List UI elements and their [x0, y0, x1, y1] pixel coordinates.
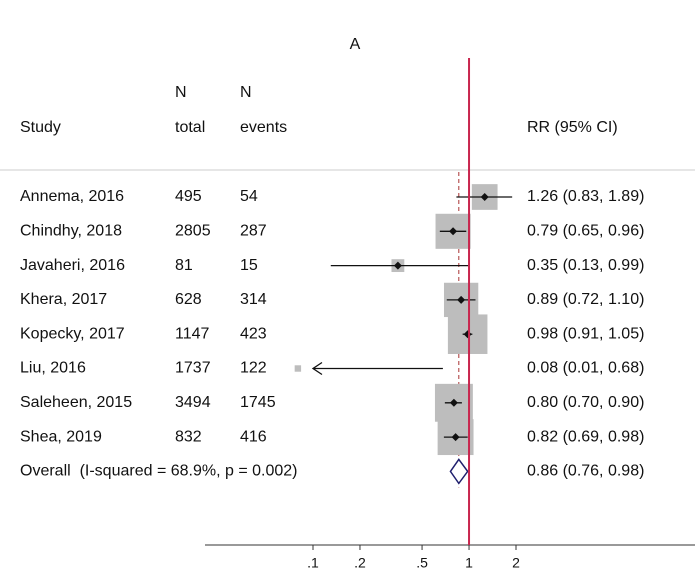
overall-diamond	[449, 458, 469, 485]
study-label: Liu, 2016	[20, 360, 86, 377]
column-header: Study	[20, 119, 61, 136]
study-label: Javaheri, 2016	[20, 257, 125, 274]
total-label: 2805	[175, 223, 211, 240]
x-tick-label: .1	[307, 555, 319, 571]
rr-label: 0.35 (0.13, 0.99)	[527, 257, 644, 274]
weight-box	[294, 365, 302, 372]
total-label: 495	[175, 188, 202, 205]
rr-label: 0.80 (0.70, 0.90)	[527, 394, 644, 411]
point-estimate	[451, 433, 460, 442]
overall-label: Overall (I-squared = 68.9%, p = 0.002)	[20, 463, 297, 480]
total-label: 832	[175, 428, 202, 445]
rr-label: 0.98 (0.91, 1.05)	[527, 325, 644, 342]
total-label: 81	[175, 257, 193, 274]
rr-label: 0.79 (0.65, 0.96)	[527, 223, 644, 240]
rr-label: 0.82 (0.69, 0.98)	[527, 428, 644, 445]
study-label: Annema, 2016	[20, 188, 124, 205]
x-tick-label: 1	[465, 555, 473, 571]
x-tick-label: 2	[512, 555, 520, 571]
ci-arrow	[311, 361, 323, 376]
events-label: 54	[240, 188, 258, 205]
rr-label: 0.08 (0.01, 0.68)	[527, 360, 644, 377]
point-estimate	[393, 261, 402, 270]
study-label: Shea, 2019	[20, 428, 102, 445]
events-label: 287	[240, 223, 267, 240]
study-label: Saleheen, 2015	[20, 394, 132, 411]
point-estimate	[449, 227, 458, 236]
column-header: events	[240, 119, 287, 136]
events-label: 1745	[240, 394, 276, 411]
study-label: Chindhy, 2018	[20, 223, 122, 240]
rr-label: 1.26 (0.83, 1.89)	[527, 188, 644, 205]
column-header: N	[240, 84, 252, 101]
events-label: 122	[240, 360, 267, 377]
column-header: N	[175, 84, 187, 101]
events-label: 416	[240, 428, 267, 445]
point-estimate	[480, 193, 489, 201]
point-estimate	[449, 398, 458, 407]
point-estimate	[457, 295, 466, 304]
events-label: 423	[240, 325, 267, 342]
total-label: 3494	[175, 394, 211, 411]
column-header: RR (95% CI)	[527, 119, 618, 136]
x-tick-label: .2	[354, 555, 366, 571]
x-tick-label: .5	[416, 555, 428, 571]
study-label: Khera, 2017	[20, 291, 107, 308]
column-header: total	[175, 119, 205, 136]
overall-rr-label: 0.86 (0.76, 0.98)	[527, 463, 644, 480]
total-label: 1737	[175, 360, 211, 377]
total-label: 628	[175, 291, 202, 308]
rr-label: 0.89 (0.72, 1.10)	[527, 291, 644, 308]
title: A	[350, 36, 361, 53]
study-label: Kopecky, 2017	[20, 325, 125, 342]
total-label: 1147	[175, 325, 210, 342]
events-label: 314	[240, 291, 267, 308]
events-label: 15	[240, 257, 258, 274]
